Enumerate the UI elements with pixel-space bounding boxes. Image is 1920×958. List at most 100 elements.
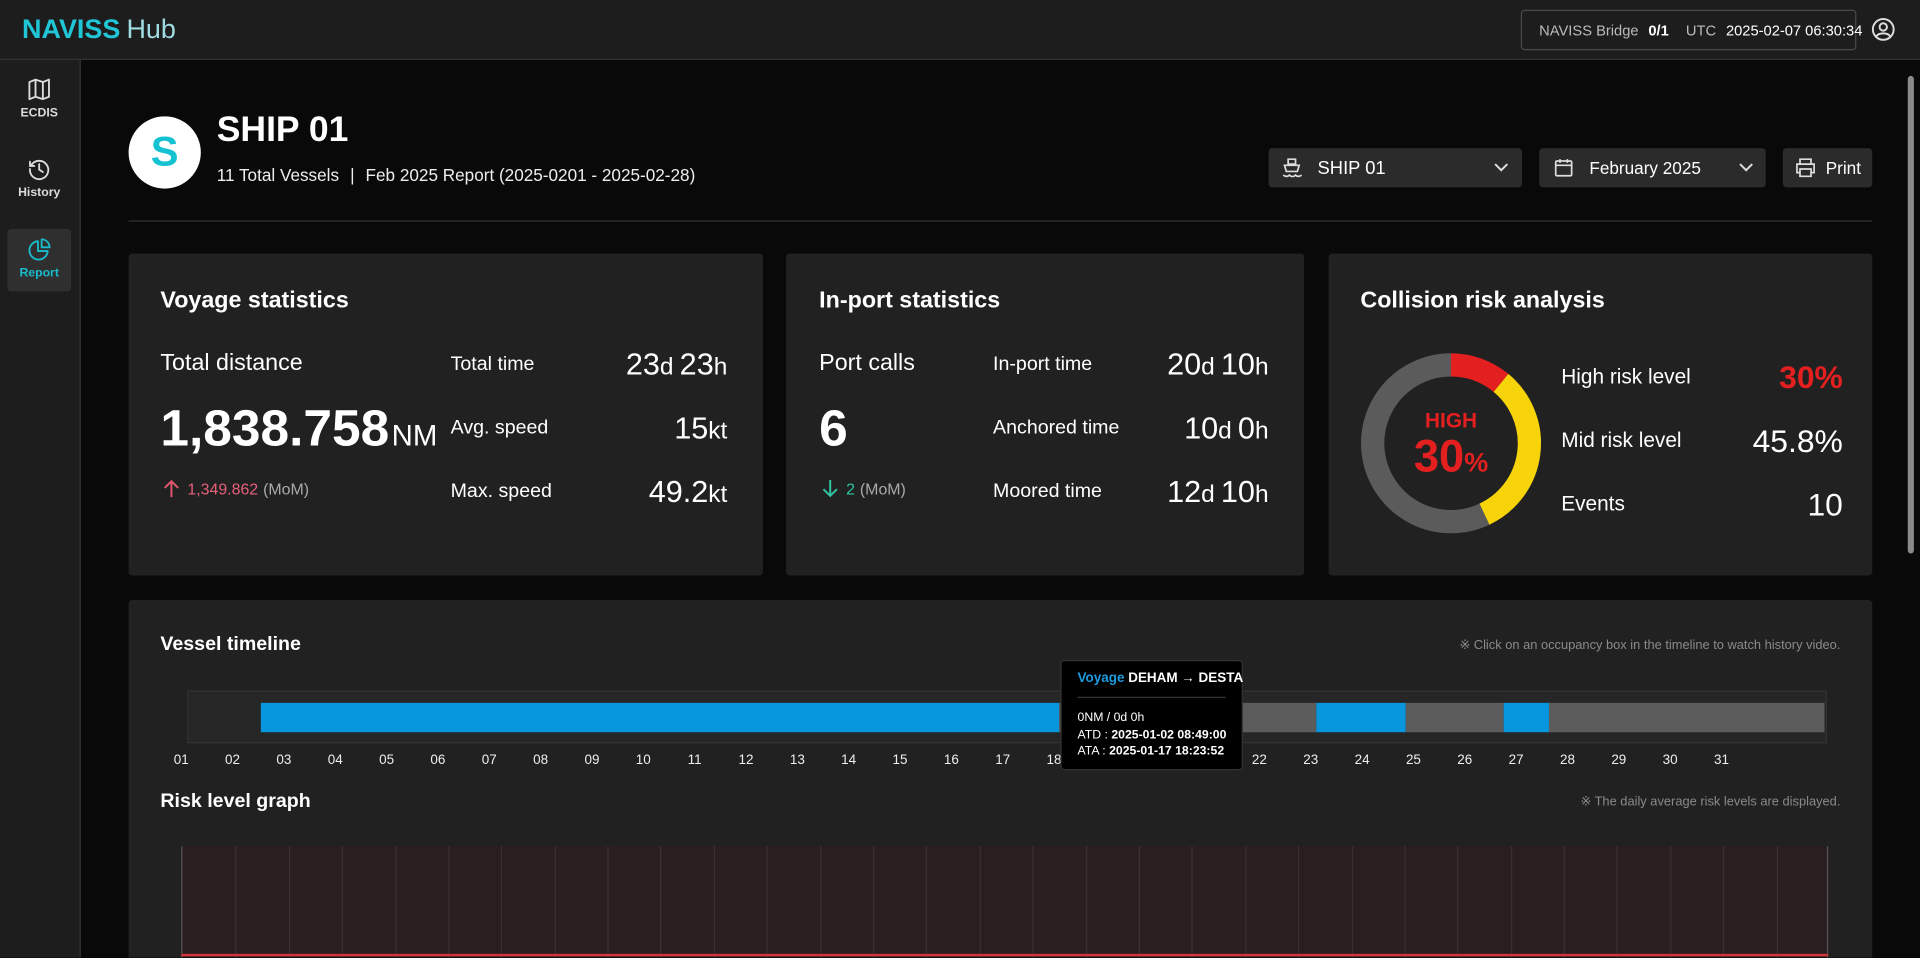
grid-line: [1510, 846, 1512, 958]
value-unit: d: [1218, 417, 1232, 445]
change-arrow: [164, 479, 179, 498]
bridge-label: NAVISS Bridge: [1539, 21, 1639, 39]
history-icon: [29, 159, 50, 181]
grid-line: [448, 846, 450, 958]
grid-line: [1616, 846, 1619, 958]
report-subtitle: 11 Total Vessels | Feb 2025 Report (2025…: [217, 164, 696, 186]
report-period: Feb 2025 Report (2025-0201 - 2025-02-28): [365, 165, 696, 185]
day-label: 26: [1457, 753, 1473, 768]
print-label: Print: [1825, 157, 1861, 178]
row-label: Anchored time: [993, 417, 1120, 439]
value-unit: kt: [708, 417, 728, 445]
day-label: 05: [379, 753, 395, 768]
card-title: Voyage statistics: [160, 287, 349, 314]
value-number: 10: [1184, 411, 1219, 446]
day-label: 29: [1611, 753, 1627, 768]
card-title: Collision risk analysis: [1360, 287, 1605, 314]
user-icon[interactable]: [1871, 17, 1895, 41]
main-unit: NM: [391, 420, 438, 454]
tooltip-kind: Voyage: [1077, 671, 1125, 686]
arrow-path: [164, 479, 179, 498]
main-value: 6: [819, 399, 848, 460]
timeline-segment[interactable]: [1315, 702, 1406, 733]
calendar-icon: [1554, 159, 1573, 177]
row-value: 12d 10h: [1167, 470, 1268, 514]
print-icon: [1796, 158, 1815, 178]
tooltip-route: DEHAM → DESTA: [1128, 671, 1244, 686]
main-number: 6: [819, 399, 848, 457]
timeline-segment[interactable]: [1503, 702, 1550, 733]
grid-line: [1138, 846, 1140, 958]
donut-value: 30%: [1378, 431, 1525, 485]
grid-line: [554, 846, 556, 958]
nav-report[interactable]: Report: [7, 228, 72, 292]
utc-label: UTC: [1685, 21, 1717, 39]
nav-label: History: [18, 186, 61, 200]
grid-line: [501, 846, 503, 958]
risk-value: 30%: [1779, 358, 1843, 396]
atd-value: 2025-01-02 08:49:00: [1111, 728, 1227, 743]
main-value: 1,838.758 NM: [160, 399, 437, 460]
row-value: 15kt: [674, 407, 727, 451]
card-title: In-port statistics: [819, 287, 1001, 314]
timeline-segment[interactable]: [1549, 702, 1825, 733]
bridge-value: 0/1: [1648, 21, 1669, 39]
grid-line: [873, 846, 875, 958]
day-label: 01: [173, 753, 189, 768]
value-number: 20: [1167, 347, 1202, 383]
value-unit: d: [1201, 481, 1215, 509]
value-unit: h: [1254, 417, 1269, 445]
donut-unit: %: [1464, 446, 1489, 478]
arrow-path: [822, 480, 838, 498]
tooltip-ata: ATA : 2025-01-17 18:23:52: [1078, 744, 1225, 757]
nav-ecdis[interactable]: ECDIS: [7, 69, 71, 131]
day-label: 30: [1662, 753, 1678, 768]
grid-line: [1563, 846, 1565, 958]
grid-line: [1723, 846, 1725, 958]
timeline-segment[interactable]: [1405, 702, 1504, 733]
ship-title: SHIP 01: [216, 110, 349, 150]
timeline-segment[interactable]: [260, 702, 1060, 733]
value-unit: h: [1254, 353, 1269, 381]
ship-select[interactable]: SHIP 01: [1268, 148, 1523, 188]
donut-label: HIGH: [1425, 408, 1478, 433]
grid-line: [1298, 846, 1300, 958]
value-unit: d: [659, 353, 674, 381]
separator: |: [350, 165, 355, 185]
row-label: Moored time: [993, 481, 1102, 503]
grid-line: [660, 846, 662, 958]
nav-history[interactable]: History: [7, 148, 71, 210]
month-select[interactable]: February 2025: [1539, 148, 1766, 188]
risk-label: Mid risk level: [1561, 428, 1682, 452]
voyage-card: [128, 253, 763, 576]
value-number: 49.2: [648, 475, 709, 510]
grid-line: [235, 846, 237, 958]
day-label: 28: [1559, 753, 1575, 768]
change: 2 (MoM): [822, 478, 906, 500]
print-button[interactable]: Print: [1782, 148, 1873, 188]
day-label: 23: [1303, 753, 1319, 768]
row-label: Max. speed: [450, 481, 552, 503]
main-number: 1,838.758: [160, 399, 390, 457]
risk-label: Events: [1561, 492, 1625, 516]
bridge-status: NAVISS Bridge 0/1 UTC 2025-02-07 06:30:3…: [1520, 9, 1862, 51]
change-note: (MoM): [263, 479, 310, 498]
chevron: [1739, 163, 1753, 172]
scrollbar-thumb[interactable]: [1907, 75, 1914, 554]
day-label: 04: [327, 753, 343, 768]
day-label: 11: [687, 753, 702, 768]
ship-avatar: S: [128, 116, 201, 189]
change: 1,349.862 (MoM): [163, 478, 309, 500]
grid-line: [713, 846, 715, 958]
ship-select-value: SHIP 01: [1317, 157, 1386, 179]
value-number: 10: [1220, 347, 1255, 383]
grid-line: [1669, 846, 1672, 958]
row-value: 23d 23h: [626, 343, 727, 387]
grid-line: [1776, 846, 1778, 958]
grid-line: [1032, 846, 1034, 958]
day-label: 24: [1354, 753, 1370, 768]
in-port-card: [786, 253, 1305, 576]
nav-label: ECDIS: [20, 106, 58, 121]
map-icon: [28, 78, 50, 101]
tooltip-summary: 0NM / 0d 0h: [1077, 711, 1145, 725]
